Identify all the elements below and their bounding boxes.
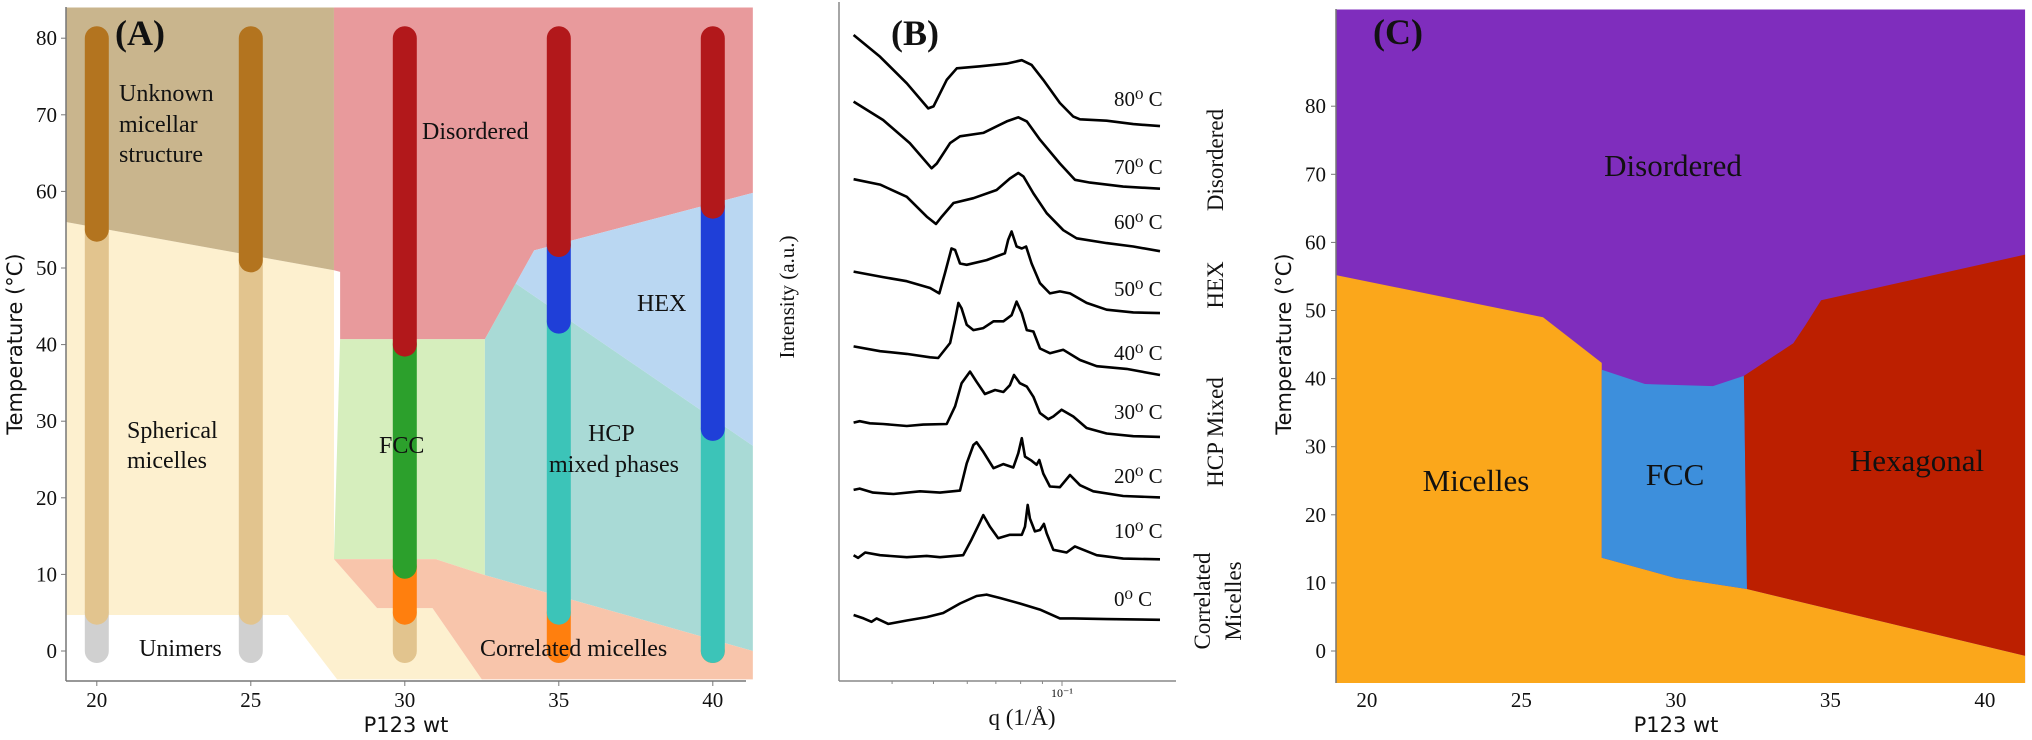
curve-label-10c: 10⁰ C bbox=[1114, 519, 1163, 543]
y-tick-label: 80 bbox=[1305, 94, 1326, 118]
panel-b-x-axis-title: q (1/Å) bbox=[988, 705, 1055, 730]
y-tick-label: 40 bbox=[1305, 367, 1326, 391]
curve-label-50c: 50⁰ C bbox=[1114, 277, 1163, 301]
y-tick-label: 80 bbox=[36, 26, 57, 50]
x-tick-label: 10⁻¹ bbox=[1051, 686, 1073, 700]
curve-label-0c: 0⁰ C bbox=[1114, 587, 1152, 611]
x-tick-label: 30 bbox=[394, 688, 415, 712]
phase-region bbox=[333, 7, 753, 340]
panel-c-ticks: 20 25 30 35 40 0 10 20 30 40 50 60 70 80 bbox=[1305, 94, 1995, 712]
x-tick-label: 35 bbox=[548, 688, 569, 712]
phase-region bbox=[333, 559, 753, 680]
x-tick-label: 20 bbox=[86, 688, 107, 712]
curve-label-40c: 40⁰ C bbox=[1114, 341, 1163, 365]
saxs-curve bbox=[852, 100, 1161, 190]
phase-region bbox=[1336, 275, 2026, 684]
y-tick-label: 50 bbox=[36, 256, 57, 280]
x-tick-label: 25 bbox=[1511, 688, 1532, 712]
y-tick-label: 0 bbox=[47, 639, 58, 663]
y-tick-label: 50 bbox=[1305, 299, 1326, 323]
phase-label-disordered: Disordered bbox=[1203, 108, 1228, 211]
panel-c-phase-diagram: 20 25 30 35 40 0 10 20 30 40 50 60 70 80 (C) Disorder… bbox=[1272, 9, 2026, 737]
panel-c-y-axis-title: Temperature (°C) bbox=[1272, 253, 1296, 435]
panel-a-y-axis-title: Temperature (°C) bbox=[3, 253, 27, 435]
region-label-line: Unknown bbox=[119, 81, 214, 107]
saxs-curve bbox=[853, 593, 1161, 626]
region-label-fcc-c: FCC bbox=[1646, 457, 1705, 492]
phase-label-hcp-mixed: HCP Mixed bbox=[1203, 377, 1228, 487]
phase-region bbox=[515, 192, 753, 446]
panel-b-curves bbox=[852, 33, 1161, 626]
region-label-correlated: Correlated micelles bbox=[480, 636, 667, 662]
x-tick-label: 20 bbox=[1356, 688, 1377, 712]
curve-label-20c: 20⁰ C bbox=[1114, 464, 1163, 488]
panel-a-sample-bars bbox=[84, 26, 725, 663]
y-tick-label: 10 bbox=[1305, 571, 1326, 595]
region-label-line: micelles bbox=[127, 448, 207, 474]
region-label-line: Spherical bbox=[127, 418, 218, 444]
y-tick-label: 60 bbox=[36, 179, 57, 203]
y-tick-label: 20 bbox=[1305, 503, 1326, 527]
panel-c-regions bbox=[1336, 9, 2026, 684]
region-label-disordered-c: Disordered bbox=[1604, 148, 1742, 183]
y-tick-label: 60 bbox=[1305, 230, 1326, 254]
region-label-line: mixed phases bbox=[549, 452, 679, 478]
y-tick-label: 0 bbox=[1316, 639, 1327, 663]
x-tick-label: 25 bbox=[240, 688, 261, 712]
region-label-micelles-c: Micelles bbox=[1423, 463, 1530, 498]
region-label-hcp: HCP mixed phases bbox=[549, 421, 679, 478]
curve-label-80c: 80⁰ C bbox=[1114, 87, 1163, 111]
x-tick-label: 40 bbox=[702, 688, 723, 712]
panel-a-phase-diagram: 20 25 30 35 40 0 10 20 30 40 50 60 70 80 (A) Unknown … bbox=[3, 7, 753, 737]
region-label-hex: HEX bbox=[637, 291, 686, 317]
saxs-curve bbox=[852, 33, 1161, 128]
region-label-line: micellar bbox=[119, 112, 198, 138]
x-tick-label: 40 bbox=[1974, 688, 1995, 712]
panel-b-y-axis-title: Intensity (a.u.) bbox=[775, 235, 799, 358]
panel-a-x-axis-title: P123 wt bbox=[364, 713, 449, 737]
saxs-curve bbox=[852, 503, 1161, 561]
x-tick-label: 35 bbox=[1820, 688, 1841, 712]
region-label-unknown: Unknown micellar structure bbox=[119, 81, 220, 168]
phase-region bbox=[66, 7, 334, 271]
phase-region bbox=[1601, 369, 1747, 590]
saxs-curve bbox=[853, 230, 1161, 315]
region-label-unimers: Unimers bbox=[139, 636, 222, 662]
x-tick-label: 30 bbox=[1665, 688, 1686, 712]
saxs-curve bbox=[853, 300, 1161, 377]
phase-label-hex: HEX bbox=[1203, 261, 1228, 309]
phase-region bbox=[66, 614, 338, 680]
panel-c-label: (C) bbox=[1373, 12, 1423, 52]
phase-region bbox=[1743, 254, 2026, 656]
saxs-curve bbox=[853, 171, 1161, 253]
curve-label-30c: 30⁰ C bbox=[1114, 400, 1163, 424]
saxs-curve bbox=[853, 436, 1161, 499]
panel-b-ticks: 10⁻¹ bbox=[891, 681, 1073, 700]
panel-c-x-axis-title: P123 wt bbox=[1634, 713, 1719, 737]
y-tick-label: 10 bbox=[36, 562, 57, 586]
region-label-hexagonal-c: Hexagonal bbox=[1850, 443, 1984, 478]
region-label-spherical: Spherical micelles bbox=[127, 418, 224, 474]
panel-a-axes: 20 25 30 35 40 0 10 20 30 40 50 60 70 80 bbox=[36, 7, 746, 712]
phase-label-micelles: Micelles bbox=[1221, 561, 1246, 640]
curve-label-60c: 60⁰ C bbox=[1114, 210, 1163, 234]
panel-b-label: (B) bbox=[891, 13, 939, 53]
y-tick-label: 70 bbox=[1305, 162, 1326, 186]
y-tick-label: 70 bbox=[36, 103, 57, 127]
region-label-disordered: Disordered bbox=[422, 119, 529, 145]
region-label-line: structure bbox=[119, 142, 203, 168]
y-tick-label: 20 bbox=[36, 486, 57, 510]
saxs-curve bbox=[853, 370, 1161, 439]
phase-label-correlated: Correlated bbox=[1190, 552, 1215, 650]
y-tick-label: 40 bbox=[36, 333, 57, 357]
y-tick-label: 30 bbox=[1305, 435, 1326, 459]
curve-label-70c: 70⁰ C bbox=[1114, 155, 1163, 179]
y-tick-label: 30 bbox=[36, 409, 57, 433]
panel-a-label: (A) bbox=[115, 13, 165, 53]
phase-region bbox=[66, 222, 482, 680]
region-label-fcc: FCC bbox=[379, 433, 424, 459]
region-label-line: HCP bbox=[588, 421, 634, 447]
panel-b-saxs-curves: 10⁻¹ (B) 80⁰ C 70⁰ C 60⁰ C 50⁰ C 40⁰ C 3… bbox=[775, 2, 1246, 730]
